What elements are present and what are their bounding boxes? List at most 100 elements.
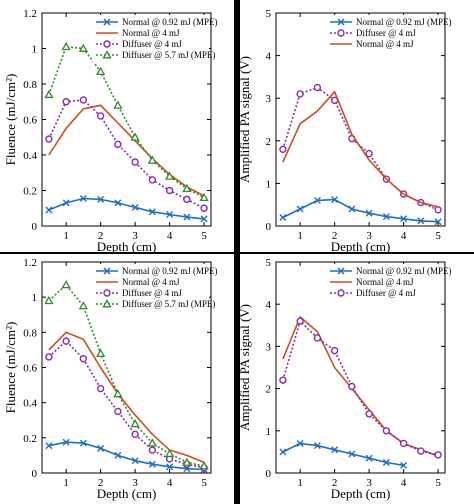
data-point (148, 208, 156, 216)
data-point (62, 337, 70, 345)
x-tick-label: 1 (63, 230, 69, 242)
series-line (48, 104, 205, 197)
data-point-stroke (45, 442, 53, 450)
legend-entry: Diffuser @ 4 mJ (96, 288, 182, 298)
series-4 (44, 41, 209, 202)
data-point (78, 43, 88, 52)
x-tick-label: 3 (366, 477, 372, 489)
data-point (103, 267, 111, 275)
data-point-stroke (148, 460, 156, 468)
data-point (199, 461, 209, 470)
y-axis-label: Amplified PA signal (V) (237, 304, 252, 431)
series-line (282, 198, 439, 223)
data-point-stroke (114, 451, 122, 459)
data-point-stroke (79, 194, 87, 202)
plot-frame (275, 12, 446, 227)
x-tick-label: 4 (167, 477, 173, 489)
y-tick-label: 0 (32, 221, 38, 233)
legend-label: Diffuser @ 4 mJ (122, 39, 182, 49)
y-tick-label: 1.2 (23, 257, 37, 269)
x-tick-label: 4 (401, 477, 407, 489)
data-point (79, 355, 88, 363)
data-point (296, 317, 304, 325)
data-point-stroke (97, 444, 105, 452)
x-axis-label: Depth (cm) (97, 239, 157, 254)
x-tick-label: 2 (98, 477, 104, 489)
y-tick-label: 0 (266, 221, 272, 233)
data-point-stroke (279, 448, 287, 456)
data-point (131, 158, 139, 166)
x-tick-label: 5 (201, 230, 207, 242)
x-tick-label: 5 (435, 230, 441, 242)
data-point (337, 267, 345, 275)
legend-label: Normal @ 4 mJ (122, 28, 180, 38)
series-4 (44, 280, 209, 470)
data-point-stroke (131, 203, 139, 211)
chart-panel-4: 1 2 3 4 5 0 1 2 3 4 5 Depth (cm) Amplified PA signal… (237, 257, 452, 501)
data-point (102, 299, 112, 308)
data-point (313, 442, 321, 450)
data-point (45, 442, 53, 450)
legend-box (93, 264, 209, 313)
y-tick-label: 4 (266, 299, 272, 311)
data-point (337, 289, 345, 297)
data-point (148, 460, 156, 468)
data-point-stroke (103, 18, 111, 26)
y-axis-label: Fluence (mJ/cm²) (3, 74, 18, 166)
data-point (434, 206, 442, 214)
data-point (200, 215, 208, 223)
x-tick-label: 3 (132, 477, 138, 489)
y-tick-label: 0.8 (23, 327, 37, 339)
legend-label: Diffuser @ 4 mJ (356, 288, 416, 298)
x-tick-label: 1 (63, 477, 69, 489)
series-line (48, 197, 205, 220)
series-line (282, 315, 439, 457)
y-tick-label: 1.2 (23, 8, 37, 20)
legend-label: Diffuser @ 4 mJ (122, 288, 182, 298)
series-line (282, 442, 404, 467)
data-point (337, 18, 345, 26)
x-tick-label: 2 (332, 477, 338, 489)
data-point (147, 155, 157, 164)
legend-entry: Diffuser @ 4 mJ (330, 288, 416, 298)
series-2 (282, 315, 439, 457)
data-point-stroke (400, 461, 408, 469)
data-point (61, 41, 71, 51)
data-point (279, 213, 287, 221)
data-point-stroke (114, 199, 122, 207)
data-point-stroke (400, 215, 408, 223)
legend: Normal @ 0.92 mJ (MPE)Diffuser @ 4 mJNor… (327, 15, 452, 53)
chart-panel-3: 1 2 3 4 5 0 0.2 0.4 0.6 0.8 1 1.2 Depth (cm) Fluence … (3, 257, 218, 501)
data-point (45, 353, 53, 361)
data-point (113, 100, 123, 109)
series-line (48, 99, 205, 210)
legend-label: Normal @ 0.92 mJ (MPE) (356, 17, 452, 27)
data-point (103, 18, 111, 26)
data-point (165, 448, 175, 458)
legend-label: Normal @ 0.92 mJ (MPE) (122, 17, 218, 27)
data-point-stroke (331, 196, 339, 204)
data-point (148, 446, 157, 454)
data-point-stroke (166, 210, 174, 218)
series-3 (279, 317, 442, 459)
legend-label: Diffuser @ 5.7 mJ (MPE) (122, 299, 215, 309)
data-point (296, 205, 304, 213)
data-point-stroke (79, 439, 87, 447)
data-point (165, 171, 175, 180)
y-tick-label: 1 (32, 44, 38, 56)
y-tick-label: 1 (32, 292, 38, 304)
data-point-stroke (331, 446, 339, 454)
data-point (313, 196, 321, 204)
legend-label: Normal @ 4 mJ (356, 277, 414, 287)
x-tick-label: 2 (98, 230, 104, 242)
data-point (331, 446, 339, 454)
data-point (103, 40, 111, 48)
y-tick-label: 3 (266, 93, 272, 105)
y-tick-label: 0.6 (23, 363, 37, 375)
legend-label: Normal @ 4 mJ (356, 39, 414, 49)
series-line (48, 283, 205, 467)
legend-entry: Normal @ 0.92 mJ (MPE) (96, 266, 218, 276)
legend: Normal @ 0.92 mJ (MPE)Normal @ 4 mJDiffu… (93, 264, 218, 313)
legend-label: Diffuser @ 5.7 mJ (MPE) (122, 50, 215, 60)
